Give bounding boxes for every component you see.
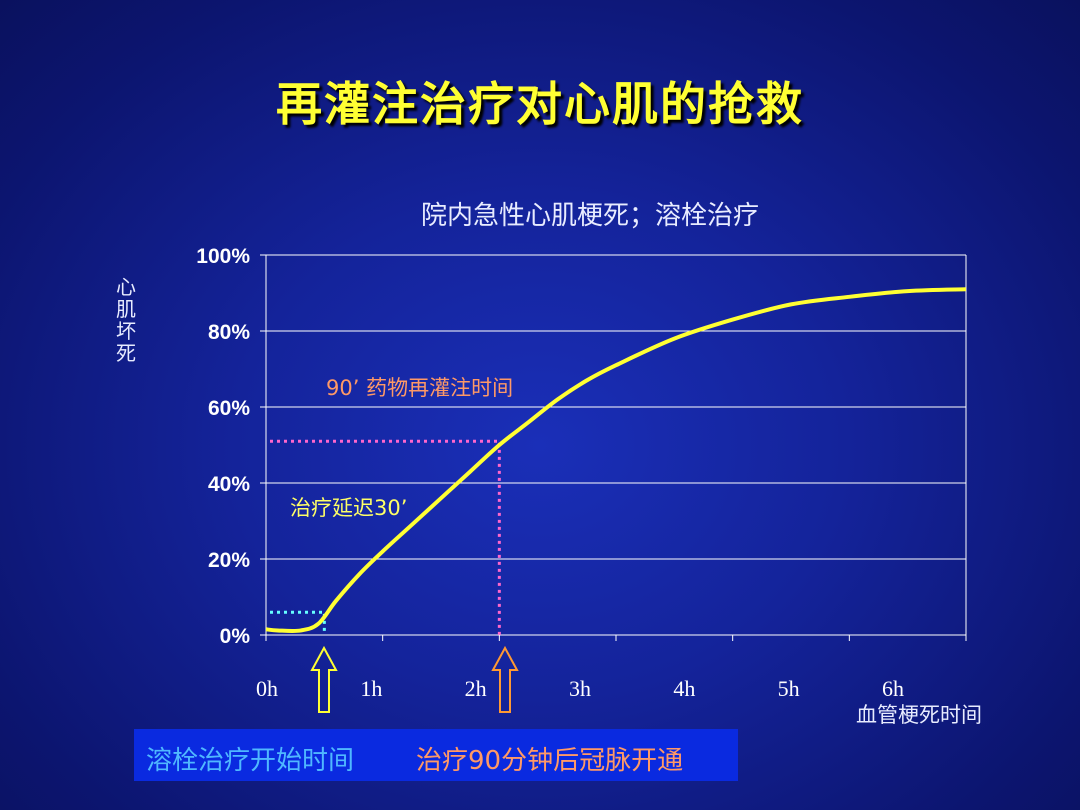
delay-reference-line: [270, 610, 326, 631]
x-tick-label: 6h: [882, 676, 904, 701]
x-axis-title: 血管梗死时间: [856, 703, 982, 727]
x-tick-label: 2h: [465, 676, 487, 701]
caption-start-time: 溶栓治疗开始时间: [146, 746, 355, 776]
y-tick-label: 100%: [196, 245, 250, 268]
slide-title: 再灌注治疗对心肌的抢救: [276, 77, 804, 131]
x-tick-label: 4h: [673, 676, 695, 701]
caption-reperfusion: 治疗90分钟后冠脉开通: [416, 746, 684, 776]
chart-title: 院内急性心肌梗死；溶栓治疗: [420, 201, 759, 231]
caption-box: [134, 729, 738, 781]
reperfusion-reference-line: [270, 439, 501, 635]
x-tick-label: 1h: [360, 676, 382, 701]
y-tick-label: 20%: [208, 549, 250, 572]
annotation-reperfusion-time: 90’ 药物再灌注时间: [326, 376, 513, 400]
y-tick-label: 0%: [220, 625, 251, 648]
y-tick-label: 60%: [208, 397, 250, 420]
x-tick-label: 0h: [256, 676, 278, 701]
arrow-up-icon: [310, 645, 338, 713]
x-tick-label: 5h: [778, 676, 800, 701]
x-tick-label: 3h: [569, 676, 591, 701]
y-tick-label: 40%: [208, 473, 250, 496]
y-axis-label: 心肌坏死: [116, 275, 136, 365]
y-tick-label: 80%: [208, 321, 250, 344]
necrosis-curve: [265, 287, 967, 633]
arrow-up-icon: [491, 645, 519, 713]
annotation-treatment-delay: 治疗延迟30’: [290, 496, 407, 520]
